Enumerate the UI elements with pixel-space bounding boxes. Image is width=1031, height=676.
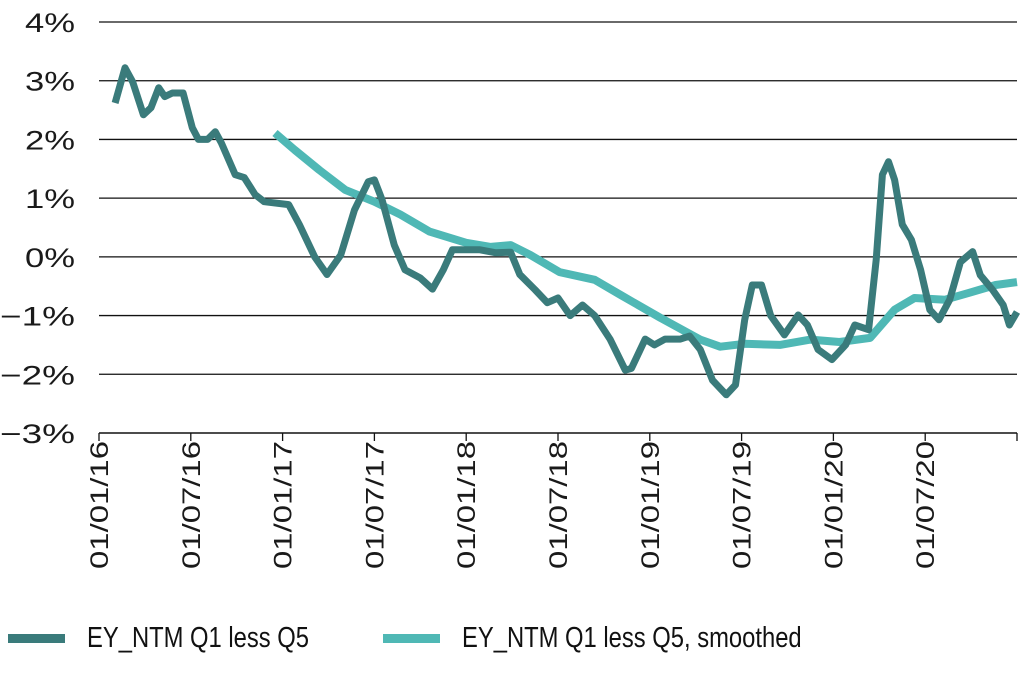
y-tick-label: −3% [0, 419, 75, 449]
x-tick-label: 01/07/19 [729, 441, 757, 569]
series-line-raw [111, 64, 1021, 399]
series-line-smoothed [272, 129, 1018, 351]
x-tick-label: 01/01/16 [86, 441, 114, 569]
y-tick-label: −2% [0, 360, 75, 390]
x-tick-label: 01/01/20 [820, 441, 848, 569]
y-axis-ticks: 4% 3% 2% 1% 0% −1% −2% −3% [0, 8, 75, 449]
x-tick-label: 01/01/17 [270, 441, 298, 569]
line-chart: 4%3%2%1%0%−1%−2%−3% 01/01/16 01/07/16 01/0… [0, 8, 1021, 569]
y-tick-label: −1% [0, 302, 75, 332]
x-axis: 01/01/16 01/07/16 01/01/17 01/07/17 01/01/18… [86, 432, 1018, 569]
x-tick-label: 01/01/18 [453, 441, 481, 569]
legend-item-raw: EY_NTM Q1 less Q5 [8, 618, 358, 658]
y-tick-label: 1% [25, 184, 75, 214]
legend: EY_NTM Q1 less Q5 EY_NTM Q1 less Q5, smo… [0, 618, 1031, 658]
x-tick-label: 01/07/20 [912, 441, 940, 569]
legend-label-raw: EY_NTM Q1 less Q5 [87, 621, 310, 654]
x-tick-label: 01/07/17 [361, 441, 389, 569]
series-lines [111, 64, 1021, 399]
y-tick-label: 3% [25, 67, 75, 97]
x-tick-label: 01/01/19 [637, 441, 665, 569]
legend-label-smoothed: EY_NTM Q1 less Q5, smoothed [462, 621, 802, 654]
legend-swatch-smoothed [383, 633, 440, 643]
x-tick-label: 01/07/16 [178, 441, 206, 569]
legend-item-smoothed: EY_NTM Q1 less Q5, smoothed [383, 618, 876, 658]
x-tick-label: 01/07/18 [545, 441, 573, 569]
y-tick-label: 2% [25, 125, 75, 155]
y-tick-label: 4% [25, 8, 75, 38]
y-tick-label: 0% [25, 243, 75, 273]
legend-swatch-raw [8, 633, 65, 643]
gridlines [99, 21, 1017, 375]
